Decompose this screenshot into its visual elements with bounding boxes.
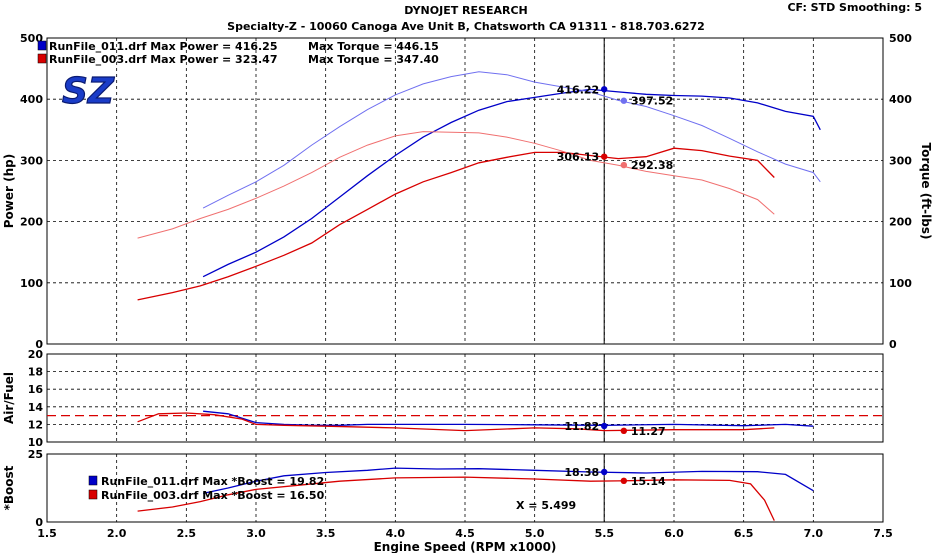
x-tick-label: 6.0 — [664, 527, 684, 540]
boost-legend-swatch-run1 — [88, 475, 98, 486]
x-tick-label: 2.0 — [107, 527, 127, 540]
marker-value-label: 11.27 — [631, 425, 666, 438]
marker-dot — [600, 422, 608, 430]
boost-legend-run1: RunFile_011.drf Max *Boost = 19.82 — [101, 475, 324, 488]
marker-dot — [620, 477, 628, 485]
series-line-run1 — [203, 410, 814, 427]
marker-value-label: 416.22 — [557, 83, 599, 96]
x-tick-label: 3.0 — [246, 527, 266, 540]
y-tick-label: 0 — [35, 516, 43, 529]
air-fuel-axis-title: Air/Fuel — [2, 372, 16, 424]
y-tick-label: 400 — [20, 93, 43, 106]
marker-dot — [620, 427, 628, 435]
series-line-run2-torque — [137, 131, 775, 239]
x-tick-label: 6.5 — [734, 527, 754, 540]
chart-title: DYNOJET RESEARCH — [404, 4, 527, 17]
series-line-run1-torque — [202, 71, 821, 209]
logo-text: SZ — [62, 71, 115, 112]
x-tick-label: 5.0 — [525, 527, 545, 540]
y-tick-label: 300 — [20, 154, 43, 167]
torque-axis-title: Torque (ft-lbs) — [919, 143, 932, 240]
y-tick-label: 14 — [28, 401, 44, 414]
correction-factor-label: CF: STD Smoothing: 5 — [787, 1, 922, 14]
boost-legend-swatch-run2 — [88, 489, 98, 500]
x-tick-label: 2.5 — [177, 527, 197, 540]
y-tick-label-right: 100 — [889, 277, 912, 290]
marker-dot — [620, 161, 628, 169]
marker-dot — [600, 468, 608, 476]
y-tick-label: 10 — [28, 436, 44, 449]
legend-run2-power: RunFile_003.drf Max Power = 323.47 — [49, 53, 278, 66]
x-tick-label: 7.0 — [804, 527, 824, 540]
power-legend: RunFile_011.drf Max Power = 416.25 Max T… — [37, 40, 439, 66]
legend-run1-power: RunFile_011.drf Max Power = 416.25 — [49, 40, 278, 53]
y-tick-label: 500 — [20, 32, 43, 45]
legend-run1-torque: Max Torque = 446.15 — [308, 40, 439, 53]
boost-panel — [46, 453, 884, 523]
y-tick-label-right: 400 — [889, 93, 912, 106]
marker-dot — [620, 97, 628, 104]
y-tick-label-right: 0 — [889, 338, 897, 351]
x-tick-label: 4.5 — [455, 527, 475, 540]
legend-run2-torque: Max Torque = 347.40 — [308, 53, 439, 66]
y-tick-label-right: 300 — [889, 154, 912, 167]
series-line-run2 — [137, 476, 775, 521]
marker-value-label: 15.14 — [631, 475, 666, 488]
y-tick-label: 20 — [28, 348, 44, 361]
series-line-run1 — [202, 467, 814, 495]
y-tick-label-right: 200 — [889, 216, 912, 229]
y-tick-label: 18 — [28, 366, 43, 379]
y-tick-label: 12 — [28, 418, 43, 431]
y-tick-label-right: 500 — [889, 32, 912, 45]
y-tick-label: 0 — [35, 338, 43, 351]
y-tick-label: 16 — [28, 383, 44, 396]
boost-legend-run2: RunFile_003.drf Max *Boost = 16.50 — [101, 489, 325, 502]
x-tick-label: 4.0 — [386, 527, 406, 540]
series-lines — [137, 71, 821, 521]
legend-swatch-run2 — [37, 53, 47, 64]
sz-logo: SZ — [61, 70, 115, 112]
y-tick-label: 25 — [28, 448, 43, 461]
cursor-x-label: X = 5.499 — [516, 499, 576, 512]
marker-value-label: 18.38 — [564, 466, 599, 479]
series-line-run2-power — [137, 147, 775, 301]
x-axis-title: Engine Speed (RPM x1000) — [374, 540, 557, 553]
x-tick-label: 1.5 — [37, 527, 57, 540]
x-tick-label: 7.5 — [873, 527, 893, 540]
marker-value-label: 306.13 — [557, 151, 599, 164]
x-tick-label: 5.5 — [595, 527, 615, 540]
cursor-markers: 416.22 306.13 397.52 292.38 11.82 11.27 18.38 1… — [557, 83, 674, 488]
x-tick-label: 3.5 — [316, 527, 336, 540]
marker-dot — [600, 153, 608, 160]
power-axis-title: Power (hp) — [2, 154, 16, 228]
marker-dot — [600, 86, 608, 93]
marker-value-label: 397.52 — [631, 95, 673, 108]
marker-value-label: 11.82 — [564, 420, 599, 433]
series-line-run2 — [137, 412, 775, 432]
y-tick-label: 200 — [20, 216, 43, 229]
chart-subtitle: Specialty-Z - 10060 Canoga Ave Unit B, C… — [227, 20, 705, 33]
marker-value-label: 292.38 — [631, 159, 673, 172]
y-tick-label: 100 — [20, 277, 43, 290]
boost-legend: RunFile_011.drf Max *Boost = 19.82 RunFi… — [88, 475, 325, 502]
series-line-run1-power — [202, 88, 821, 278]
legend-swatch-run1 — [37, 40, 47, 51]
boost-axis-title: *Boost — [2, 465, 16, 510]
